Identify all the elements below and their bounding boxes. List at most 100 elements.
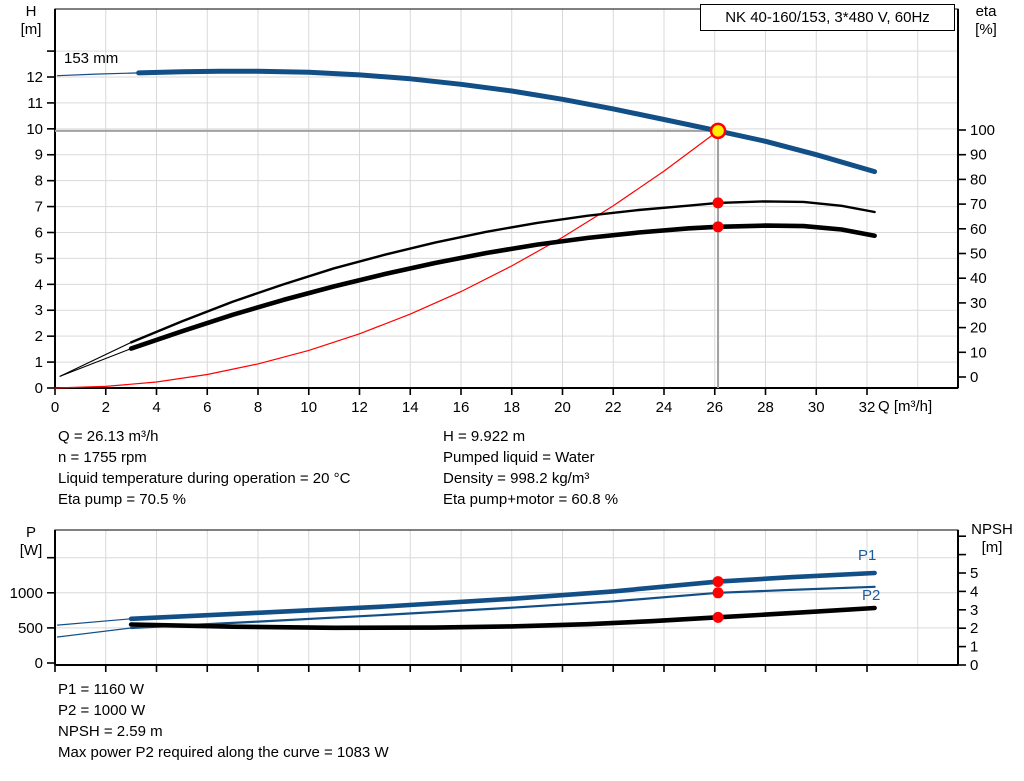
x-axis-tick-label: 16 [453, 399, 470, 416]
npsh-axis-label-symbol: NPSH [971, 521, 1013, 538]
x-axis-tick-label: 30 [808, 399, 825, 416]
pump-title-box: NK 40-160/153, 3*480 V, 60Hz [700, 4, 955, 31]
y-axis-tick-label: 9 [35, 147, 43, 164]
y-axis-tick-label: 60 [970, 221, 987, 238]
y-axis-tick-label: 100 [970, 122, 995, 139]
h-axis-label-unit: [m] [20, 21, 42, 38]
x-axis-tick-label: 0 [51, 399, 59, 416]
x-axis-tick-label: 12 [351, 399, 368, 416]
result-text-left: Q = 26.13 m³/h n = 1755 rpm Liquid tempe… [58, 426, 350, 510]
y-axis-tick-label: 70 [970, 196, 987, 213]
x-axis-tick-label: 24 [656, 399, 673, 416]
p1-curve [128, 570, 877, 622]
eta-axis-label-unit: [%] [975, 21, 997, 38]
y-axis-tick-label: 7 [35, 199, 43, 216]
y-axis-tick-label: 1 [35, 354, 43, 371]
p-axis-label-unit: [W] [19, 542, 43, 559]
result-density: Density = 998.2 kg/m³ [443, 470, 590, 487]
y-axis-tick-label: 30 [970, 295, 987, 312]
result-text-bottom: P1 = 1160 W P2 = 1000 W NPSH = 2.59 m Ma… [58, 679, 389, 763]
x-axis-tick-label: 10 [300, 399, 317, 416]
y-axis-tick-label: 40 [970, 270, 987, 287]
x-axis-tick-label: 20 [554, 399, 571, 416]
plot-frame [54, 8, 959, 389]
p-axis-label: P [W] [12, 524, 50, 560]
npsh-axis-label-unit: [m] [981, 539, 1003, 556]
x-axis-tick-label: 32 [859, 399, 876, 416]
duty-point[interactable] [709, 122, 727, 140]
x-axis-tick-label: 8 [254, 399, 262, 416]
y-axis-tick-label: 10 [970, 344, 987, 361]
q-axis-label: Q [m³/h] [878, 398, 933, 415]
result-liquid-temp: Liquid temperature during operation = 20… [58, 470, 351, 487]
y-axis-tick-label: 0 [970, 657, 978, 674]
eta-pump-lead [59, 341, 132, 377]
result-speed: n = 1755 rpm [58, 449, 147, 466]
p1-curve-label: P1 [858, 547, 877, 564]
y-axis-tick-label: 3 [35, 302, 43, 319]
head-curve-lead [56, 72, 140, 77]
y-axis-tick-label: 0 [35, 380, 43, 397]
x-axis-tick-label: 6 [203, 399, 211, 416]
p2-curve-lead [56, 627, 132, 638]
result-head: H = 9.922 m [443, 428, 526, 445]
impeller-size-label[interactable]: 153 mm [64, 50, 119, 67]
result-eta-pump-motor: Eta pump+motor = 60.8 % [443, 491, 619, 508]
y-axis-tick-label: 3 [970, 602, 978, 619]
y-axis-tick-label: 2 [35, 328, 43, 345]
y-axis-tick-label: 90 [970, 147, 987, 164]
y-axis-tick-label: 5 [35, 250, 43, 267]
p-axis-label-symbol: P [25, 524, 36, 541]
result-max-p2: Max power P2 required along the curve = … [58, 744, 389, 761]
x-axis-tick-label: 14 [402, 399, 419, 416]
y-axis-tick-label: 50 [970, 246, 987, 263]
result-pumped-liquid: Pumped liquid = Water [443, 449, 595, 466]
eta-pump-point [712, 197, 724, 209]
result-p2: P2 = 1000 W [58, 702, 146, 719]
x-axis-tick-label: 2 [102, 399, 110, 416]
y-axis-tick-label: 20 [970, 320, 987, 337]
x-axis-tick-label: 4 [152, 399, 160, 416]
y-axis-tick-label: 0 [35, 655, 43, 672]
result-p1: P1 = 1160 W [58, 681, 145, 698]
p2-curve-label: P2 [862, 587, 881, 604]
y-axis-tick-label: 1000 [10, 585, 43, 602]
eta-pump-motor-lead [59, 348, 132, 377]
y-axis-tick-label: 0 [970, 369, 978, 386]
p1-curve-lead [56, 618, 132, 626]
x-axis-tick-label: 26 [706, 399, 723, 416]
p2-point [712, 587, 724, 599]
npsh-axis-label: NPSH [m] [964, 521, 1020, 557]
x-axis-tick-label: 28 [757, 399, 774, 416]
y-axis-tick-label: 80 [970, 171, 987, 188]
y-axis-tick-label: 12 [26, 69, 43, 86]
y-axis-tick-label: 4 [35, 276, 43, 293]
eta-pump-motor-point [712, 221, 724, 233]
eta-pump-motor-curve [128, 223, 877, 351]
head-curve-153mm [136, 68, 878, 175]
result-text-right: H = 9.922 m Pumped liquid = Water Densit… [443, 426, 618, 510]
y-axis-tick-label: 500 [18, 620, 43, 637]
x-axis-tick-label: 18 [503, 399, 520, 416]
h-axis-label-symbol: H [25, 3, 37, 20]
y-axis-tick-label: 1 [970, 639, 978, 656]
y-axis-tick-label: 10 [26, 121, 43, 138]
y-axis-tick-label: 11 [27, 95, 43, 112]
npsh-curve [128, 605, 877, 631]
eta-axis-label-symbol: eta [975, 3, 997, 20]
y-axis-tick-label: 2 [970, 620, 978, 637]
p1-point [712, 576, 724, 588]
y-axis-tick-label: 5 [970, 565, 978, 582]
eta-axis-label: eta [%] [966, 3, 1006, 39]
result-q: Q = 26.13 m³/h [58, 428, 159, 445]
npsh-point [712, 611, 724, 623]
eta-pump-curve [129, 200, 876, 344]
p2-curve [130, 585, 876, 630]
y-axis-tick-label: 4 [970, 583, 978, 600]
y-axis-tick-label: 8 [35, 173, 43, 190]
x-axis-tick-label: 22 [605, 399, 622, 416]
system-curve [54, 130, 719, 389]
result-eta-pump: Eta pump = 70.5 % [58, 491, 186, 508]
